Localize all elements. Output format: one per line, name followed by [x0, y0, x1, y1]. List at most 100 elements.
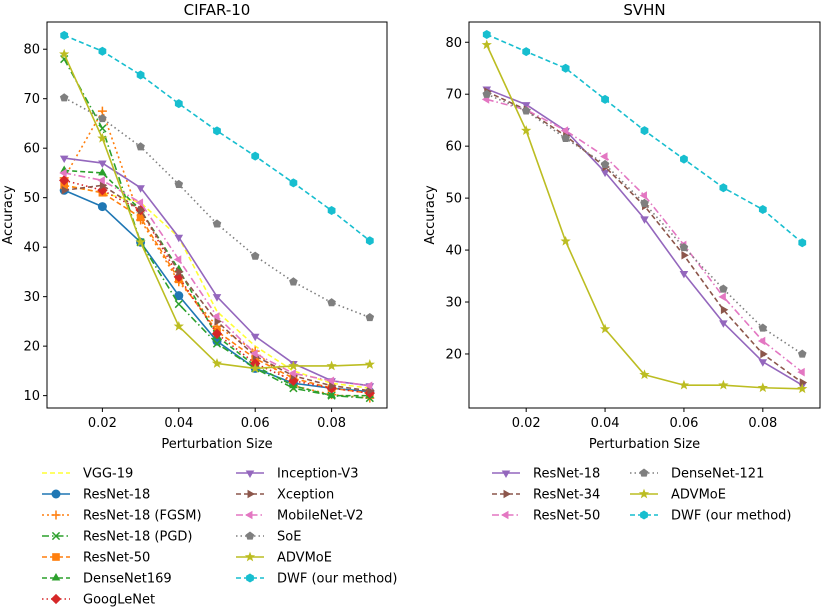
cifar10-legend-marker [245, 531, 255, 540]
cifar10-legend-entry-dwf-our-method: DWF (our method) [236, 572, 398, 587]
svhn-legend-label: DenseNet-121 [671, 467, 764, 482]
cifar10-data-point-xception [99, 181, 108, 190]
cifar10-legend-entry-resnet-18: ResNet-18 [42, 488, 150, 503]
svhn-data-point-resnet-50 [600, 152, 608, 161]
svhn-data-point-advmoe [678, 379, 690, 390]
cifar10-data-point-advmoe [288, 360, 299, 371]
cifar10-data-point-mobilenet-v2 [212, 312, 220, 321]
cifar10-data-point-dwf-our-method [365, 236, 374, 246]
cifar10-data-point-advmoe [173, 320, 184, 331]
cifar10-y-axis-label: Accuracy [1, 185, 16, 245]
cifar10-x-tick-label: 0.04 [164, 416, 193, 431]
svhn-data-point-densenet-121 [482, 89, 492, 98]
cifar10-data-point-dwf-our-method [98, 46, 107, 56]
cifar10-data-point-mobilenet-v2 [364, 381, 373, 391]
cifar10-data-point-dwf-our-method [174, 99, 183, 109]
cifar10-data-point-inception-v3 [250, 333, 260, 342]
cifar10-series-dwf-our-method [60, 30, 374, 246]
cifar10-data-point-resnet-50 [136, 213, 145, 222]
svhn-data-point-resnet-50 [757, 336, 766, 346]
cifar10-data-point-resnet-18-pgd [98, 124, 107, 133]
cifar10-x-tick-label: 0.08 [317, 416, 346, 431]
cifar10-data-point-resnet-18 [97, 202, 107, 212]
cifar10-data-point-soe [250, 251, 260, 260]
cifar10-legend-marker [51, 573, 61, 581]
svhn-x-tick-label: 0.02 [512, 416, 541, 431]
cifar10-data-point-mobilenet-v2 [288, 369, 296, 378]
svhn-data-point-resnet-50 [718, 292, 726, 302]
cifar10-legend-label: ResNet-18 [83, 488, 150, 503]
svhn-legend-label: ADVMoE [671, 488, 726, 503]
svhn-y-tick-label: 50 [445, 192, 462, 207]
svhn-legend-marker [501, 510, 509, 520]
cifar10-legend-entry-inception-v3: Inception-V3 [236, 467, 358, 482]
cifar10-legend-marker [245, 470, 255, 478]
svhn-legend-marker [638, 488, 650, 499]
cifar10-data-point-inception-v3 [98, 160, 107, 168]
cifar10-legend-entry-xception: Xception [236, 488, 334, 503]
cifar10-legend-entry-advmoe: ADVMoE [236, 551, 332, 566]
svhn-data-point-resnet-18 [640, 216, 649, 224]
cifar10-data-point-soe [98, 114, 107, 123]
cifar10-series-advmoe [59, 48, 375, 373]
cifar10-data-point-resnet-18-pgd [212, 339, 222, 348]
cifar10-series-line-vgg-19 [64, 184, 370, 390]
svhn-series-resnet-50 [481, 95, 805, 377]
cifar10-data-point-resnet-18-pgd [174, 299, 183, 309]
cifar10-series-line-densenet169 [64, 169, 370, 397]
cifar10-data-point-inception-v3 [59, 155, 69, 164]
svhn-data-point-resnet-50 [639, 191, 647, 200]
cifar10-series-vgg-19 [64, 184, 370, 390]
svhn-data-point-dwf-our-method [758, 205, 767, 215]
svhn-data-point-dwf-our-method [680, 154, 688, 164]
svhn-data-point-resnet-50 [560, 126, 569, 135]
cifar10-legend-marker [50, 593, 62, 605]
cifar10-legend-marker [51, 531, 61, 541]
cifar10-y-tick-label: 40 [23, 241, 40, 256]
cifar10-legend-entry-vgg-19: VGG-19 [42, 467, 133, 482]
cifar10-data-point-inception-v3 [212, 294, 222, 302]
svhn-data-point-advmoe [639, 369, 650, 380]
svhn-legend-entry-resnet-18: ResNet-18 [492, 467, 600, 482]
svhn-y-axis-label: Accuracy [423, 185, 438, 245]
cifar10-legend-label: Xception [277, 488, 334, 503]
cifar10-data-point-dwf-our-method [136, 70, 145, 80]
svhn-legend-label: DWF (our method) [671, 509, 792, 524]
cifar10-series-line-soe [63, 97, 371, 319]
cifar10-legend-label: ADVMoE [277, 551, 332, 566]
cifar10-legend-entry-densenet169: DenseNet169 [42, 572, 172, 587]
svhn-legend-entry-densenet-121: DenseNet-121 [630, 467, 764, 482]
cifar10-data-point-dwf-our-method [327, 206, 336, 216]
cifar10-x-tick-label: 0.02 [88, 416, 117, 431]
cifar10-legend-entry-resnet-50: ResNet-50 [42, 551, 150, 566]
svhn-data-point-advmoe [797, 383, 808, 394]
svhn-data-point-dwf-our-method [561, 63, 570, 73]
cifar10-data-point-googlenet [211, 328, 223, 339]
svhn-data-point-resnet-50 [797, 367, 805, 377]
cifar10-data-point-mobilenet-v2 [326, 376, 335, 386]
cifar10-y-tick-label: 60 [23, 142, 40, 157]
svhn-legend-entry-resnet-50: ResNet-50 [492, 509, 600, 524]
svhn-data-point-advmoe [481, 39, 492, 50]
cifar10-data-point-mobilenet-v2 [135, 198, 144, 207]
svhn-data-point-dwf-our-method [482, 29, 491, 39]
svhn-plot-area [468, 21, 821, 409]
cifar10-data-point-advmoe [211, 358, 223, 368]
svhn-data-point-densenet-121 [719, 284, 728, 293]
cifar10-data-point-advmoe [364, 359, 375, 369]
cifar10-legend-label: GoogLeNet [83, 593, 155, 608]
cifar10-legend-entry-mobilenet-v2: MobileNet-V2 [236, 509, 364, 524]
svhn-data-point-densenet-121 [758, 323, 768, 332]
cifar10-data-point-resnet-18 [174, 291, 184, 301]
cifar10-y-tick-label: 50 [23, 191, 40, 206]
cifar10-data-point-xception [367, 386, 375, 395]
cifar10-x-tick-label: 0.06 [241, 416, 270, 431]
svhn-data-point-densenet-121 [521, 106, 531, 115]
svhn-legend: ResNet-18 ResNet-34 ResNet-50 DenseNet-121 A… [492, 467, 792, 524]
cifar10-data-point-soe [289, 277, 298, 286]
cifar10-legend-label: ResNet-50 [83, 551, 150, 566]
cifar10-y-tick-label: 70 [23, 92, 40, 107]
cifar10-legend-marker [244, 551, 256, 562]
cifar10-data-point-mobilenet-v2 [97, 176, 105, 185]
cifar10-legend-label: ResNet-18 (PGD) [83, 530, 192, 545]
